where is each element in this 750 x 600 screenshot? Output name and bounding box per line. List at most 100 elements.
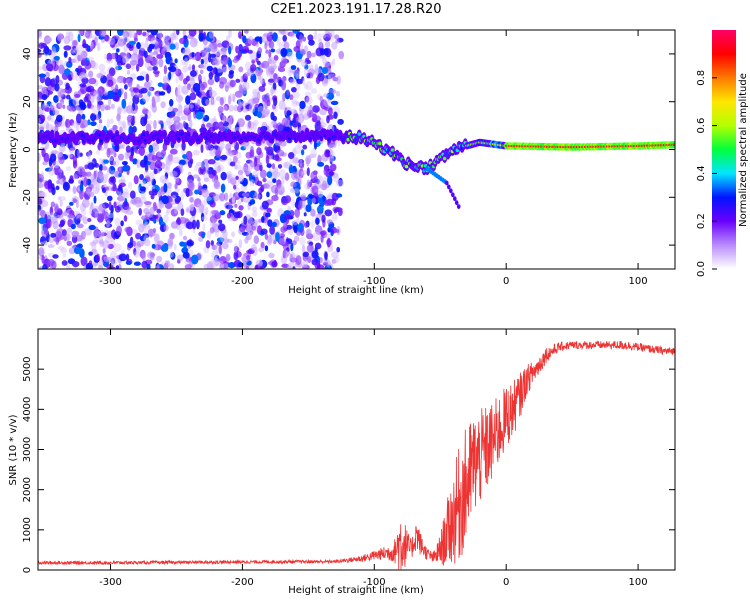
spectrogram-noise-cell: [246, 249, 253, 254]
spectrogram-noise-cell: [99, 146, 104, 152]
spectrogram-noise-cell: [56, 114, 63, 123]
spectrogram-noise-cell: [300, 170, 305, 177]
spectrogram-noise-cell: [88, 77, 97, 85]
spectrogram-noise-cell: [86, 45, 91, 52]
spectrogram-noise-cell: [273, 72, 278, 80]
spectrogram-noise-cell: [243, 197, 250, 203]
spectrogram-noise-cell: [96, 73, 104, 79]
spectrogram-noise-cell: [77, 44, 84, 55]
spectrogram-noise-cell: [135, 63, 140, 72]
spectrogram-noise-cell: [297, 141, 303, 150]
spectrogram-noise-cell: [250, 64, 257, 72]
spectrogram-noise-cell: [122, 30, 130, 38]
spectrogram-noise-cell: [231, 231, 235, 238]
spectrogram-noise-cell: [96, 206, 104, 215]
spectrogram-noise-cell: [252, 122, 257, 132]
spectrogram-noise-cell: [198, 64, 205, 69]
spectrogram-noise-cell: [185, 221, 194, 230]
spectrogram-noise-cell: [286, 89, 290, 96]
spectrogram-noise-cell: [85, 186, 93, 193]
spectrogram-noise-cell: [103, 159, 109, 164]
spectrogram-noise-cell: [49, 165, 54, 171]
spectrogram-noise-cell: [268, 49, 272, 59]
spectrogram-noise-cell: [238, 239, 243, 249]
spectrogram-noise-cell: [309, 104, 313, 112]
spectrogram-noise-cell: [91, 105, 99, 115]
spectrogram-noise-cell: [318, 38, 323, 47]
spectrogram-noise-cell: [103, 141, 108, 150]
spectrogram-noise-cell: [250, 145, 254, 155]
spectrogram-noise-cell: [145, 185, 149, 192]
spectrogram-noise-cell: [58, 144, 66, 153]
spectrogram-noise-cell: [295, 117, 300, 122]
spectrogram-noise-cell: [110, 170, 117, 176]
spectrogram-noise-cell: [198, 204, 205, 213]
spectrogram-noise-cell: [302, 36, 306, 42]
spectrogram-noise-cell: [280, 196, 289, 206]
spectrogram-noise-cell: [218, 110, 223, 118]
spectrogram-noise-cell: [289, 120, 294, 126]
spectrogram-noise-cell: [165, 56, 172, 65]
spectrogram-noise-cell: [254, 36, 262, 42]
spectrogram-noise-cell: [200, 63, 207, 70]
spectrogram-branch-cell: [454, 200, 459, 206]
spectrogram-noise-cell: [291, 108, 297, 115]
spectrogram-noise-cell: [311, 52, 316, 58]
spectrogram-noise-cell: [43, 240, 48, 246]
spectrogram-noise-cell: [138, 146, 145, 156]
spectrogram-noise-cell: [244, 237, 249, 244]
spectrogram-noise-cell: [134, 199, 143, 208]
spectrogram-noise-cell: [166, 260, 171, 268]
spectrogram-noise-cell: [324, 251, 328, 262]
spectrogram-noise-cell: [232, 58, 239, 63]
spectrogram-noise-cell: [77, 65, 83, 71]
spectrogram-noise-cell: [266, 70, 270, 77]
colorbar-gradient: [712, 30, 736, 269]
spectrogram-noise-cell: [200, 212, 205, 222]
spectrogram-noise-cell: [222, 50, 227, 56]
spectrogram-noise-cell: [69, 175, 74, 184]
spectrogram-noise-cell: [57, 92, 61, 102]
spectrogram-noise-cell: [245, 222, 254, 233]
spectrogram-noise-cell: [59, 199, 63, 207]
spectrogram-noise-cell: [118, 253, 127, 262]
spectrogram-noise-cell: [217, 165, 222, 173]
spectrogram-noise-cell: [229, 161, 236, 167]
spectrogram-noise-cell: [225, 253, 231, 262]
spectrogram-noise-cell: [96, 149, 100, 155]
spectrogram-noise-cell: [56, 171, 62, 181]
spectrogram-noise-cell: [166, 85, 172, 94]
spectrogram-noise-cell: [50, 102, 55, 109]
spectrogram-noise-cell: [89, 41, 94, 49]
spectrogram-noise-cell: [326, 115, 330, 124]
spectrogram-noise-cell: [189, 70, 197, 77]
spectrogram-noise-cell: [53, 203, 59, 213]
spectrogram-noise-cell: [244, 30, 249, 34]
y-tick-label: 3000: [22, 437, 33, 462]
spectrogram-noise-cell: [119, 182, 126, 187]
spectrogram-branch-cell: [456, 204, 461, 210]
spectrogram-noise-cell: [217, 42, 223, 48]
spectrogram-noise-cell: [219, 97, 224, 106]
spectrogram-noise-cell: [243, 142, 251, 150]
spectrogram-noise-cell: [106, 256, 112, 263]
spectrogram-noise-cell: [186, 127, 192, 132]
spectrogram-noise-cell: [245, 159, 253, 164]
spectrogram-noise-cell: [246, 223, 252, 233]
spectrogram-noise-cell: [197, 181, 202, 192]
spectrogram-noise-cell: [41, 227, 49, 238]
spectrogram-noise-cell: [97, 42, 101, 51]
spectrogram-noise-cell: [258, 102, 264, 112]
spectrogram-noise-cell: [289, 253, 294, 262]
spectrogram-noise-cell: [72, 198, 77, 204]
spectrogram-noise-cell: [191, 64, 196, 72]
spectrogram-noise-cell: [181, 116, 189, 121]
spectrogram-branch-cell: [451, 192, 455, 198]
spectrogram-noise-cell: [132, 87, 139, 93]
spectrogram-noise-cell: [251, 59, 256, 64]
spectrogram-noise-cell: [163, 214, 169, 224]
spectrogram-noise-cell: [251, 225, 257, 231]
spectrogram-noise-cell: [291, 100, 299, 107]
spectrogram-noise-cell: [209, 226, 215, 234]
spectrogram-noise-cell: [125, 63, 132, 70]
